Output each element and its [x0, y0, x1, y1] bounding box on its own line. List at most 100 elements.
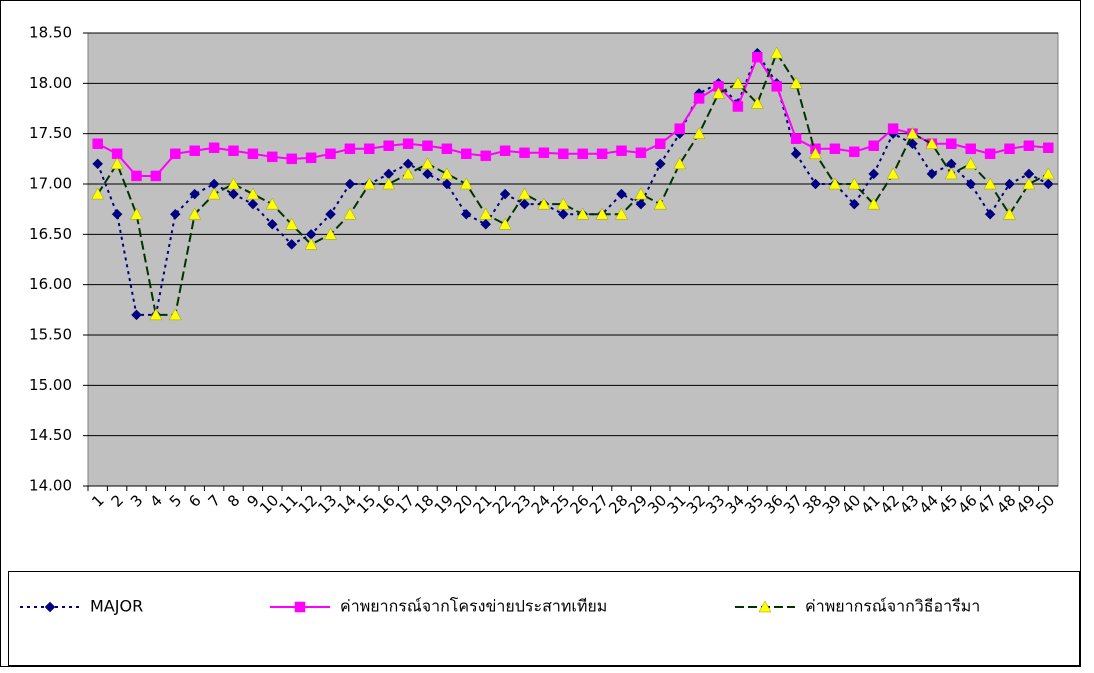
- marker: [460, 208, 472, 220]
- marker: [343, 207, 357, 220]
- marker: [692, 127, 706, 139]
- marker: [616, 145, 627, 157]
- marker: [383, 140, 394, 151]
- marker: [498, 217, 512, 230]
- marker: [208, 142, 220, 154]
- marker: [906, 127, 919, 139]
- marker: [809, 147, 822, 160]
- marker: [887, 123, 899, 134]
- marker: [189, 145, 200, 157]
- marker: [750, 96, 764, 109]
- marker: [732, 101, 744, 112]
- marker: [752, 51, 763, 63]
- marker: [441, 178, 453, 190]
- y-tick-label: 17.00: [29, 175, 72, 193]
- y-tick-label: 15.50: [29, 326, 72, 344]
- y-tick-label: 16.50: [29, 225, 72, 243]
- marker: [946, 138, 957, 149]
- marker: [653, 197, 667, 210]
- marker: [537, 197, 551, 210]
- marker: [401, 167, 415, 180]
- marker: [984, 208, 996, 220]
- marker: [1023, 140, 1035, 151]
- marker: [674, 123, 685, 134]
- marker: [556, 197, 570, 210]
- marker: [480, 150, 491, 162]
- marker: [304, 237, 318, 250]
- marker: [92, 138, 103, 149]
- marker: [344, 143, 356, 155]
- marker: [228, 145, 239, 157]
- marker: [459, 177, 473, 190]
- marker: [285, 217, 299, 230]
- marker: [131, 170, 142, 182]
- marker: [790, 133, 802, 144]
- y-tick-label: 14.00: [29, 477, 72, 495]
- marker: [557, 208, 569, 220]
- marker: [499, 188, 511, 200]
- marker: [131, 309, 142, 321]
- marker: [188, 207, 202, 220]
- marker: [402, 138, 414, 149]
- marker: [44, 601, 56, 613]
- marker: [829, 143, 841, 155]
- marker: [518, 187, 531, 200]
- marker: [207, 187, 221, 200]
- marker: [926, 168, 938, 180]
- marker: [1022, 177, 1036, 190]
- marker: [655, 138, 666, 149]
- y-tick-label: 14.50: [29, 426, 72, 444]
- marker: [441, 143, 453, 155]
- marker: [92, 158, 104, 170]
- marker: [712, 86, 725, 99]
- marker: [111, 208, 123, 220]
- marker: [886, 167, 900, 180]
- marker: [228, 188, 239, 200]
- marker: [362, 177, 376, 190]
- marker: [789, 76, 803, 89]
- marker: [595, 207, 609, 220]
- marker: [286, 239, 298, 250]
- marker: [480, 218, 492, 230]
- marker: [758, 600, 772, 613]
- marker: [91, 187, 105, 200]
- marker: [810, 178, 821, 190]
- y-tick-label: 18.50: [29, 24, 72, 42]
- marker: [247, 198, 259, 210]
- marker: [305, 152, 317, 164]
- marker: [324, 227, 337, 240]
- y-tick-label: 16.00: [29, 275, 72, 293]
- marker: [1043, 142, 1054, 154]
- marker: [984, 148, 996, 160]
- marker: [168, 308, 182, 321]
- marker: [246, 187, 260, 200]
- marker: [983, 177, 997, 190]
- marker: [1004, 178, 1015, 190]
- marker: [616, 188, 627, 200]
- marker: [499, 145, 511, 157]
- marker: [770, 46, 784, 59]
- legend-box: [8, 571, 1080, 666]
- marker: [111, 148, 123, 160]
- legend-label: ค่าพยากรณ์จากวิธีอารีมา: [805, 597, 980, 616]
- marker: [266, 218, 278, 230]
- marker: [635, 147, 647, 159]
- marker: [247, 148, 259, 160]
- marker: [849, 146, 860, 158]
- marker: [577, 148, 588, 160]
- marker: [149, 308, 163, 321]
- marker: [576, 207, 590, 220]
- y-tick-label: 18.00: [29, 74, 72, 92]
- marker: [422, 168, 433, 180]
- marker: [790, 148, 802, 160]
- marker: [169, 208, 181, 220]
- legend-label: ค่าพยากรณ์จากโครงข่ายประสาทเทียม: [340, 597, 607, 616]
- marker: [189, 188, 201, 200]
- marker: [422, 140, 433, 151]
- marker: [925, 137, 939, 149]
- y-tick-label: 15.00: [29, 376, 72, 394]
- marker: [325, 148, 336, 160]
- marker: [868, 168, 880, 180]
- marker: [847, 177, 861, 190]
